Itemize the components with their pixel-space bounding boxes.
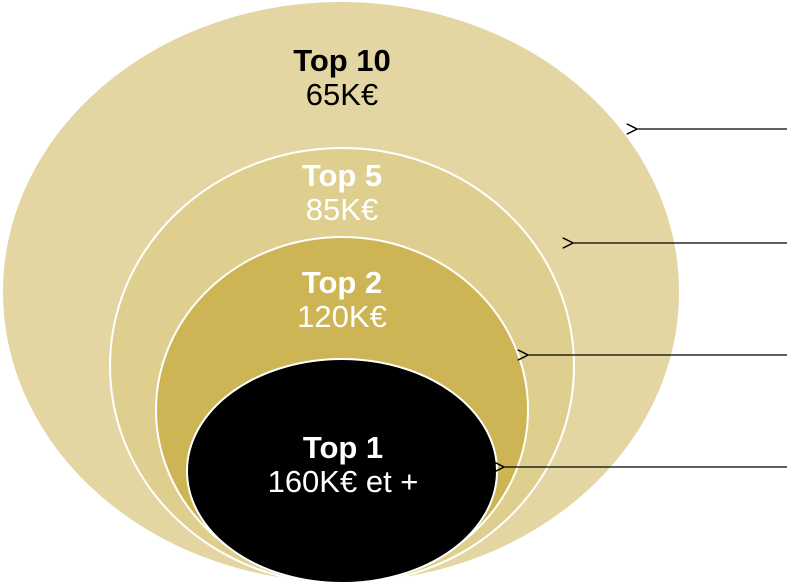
- tier-top-5-value: 85K€: [306, 192, 378, 227]
- pointer-arrows: [503, 129, 787, 467]
- tier-top-10-value: 65K€: [306, 77, 378, 112]
- tier-top-1: Top 1 160K€ et +: [186, 358, 498, 583]
- tier-top-2-value: 120K€: [297, 299, 387, 334]
- tier-top-2-title: Top 2: [302, 265, 382, 300]
- tier-top-10-title: Top 10: [293, 43, 391, 78]
- tier-top-1-value: 160K€ et +: [268, 464, 419, 499]
- tier-top-5-title: Top 5: [302, 158, 382, 193]
- tier-top-1-title: Top 1: [303, 430, 383, 465]
